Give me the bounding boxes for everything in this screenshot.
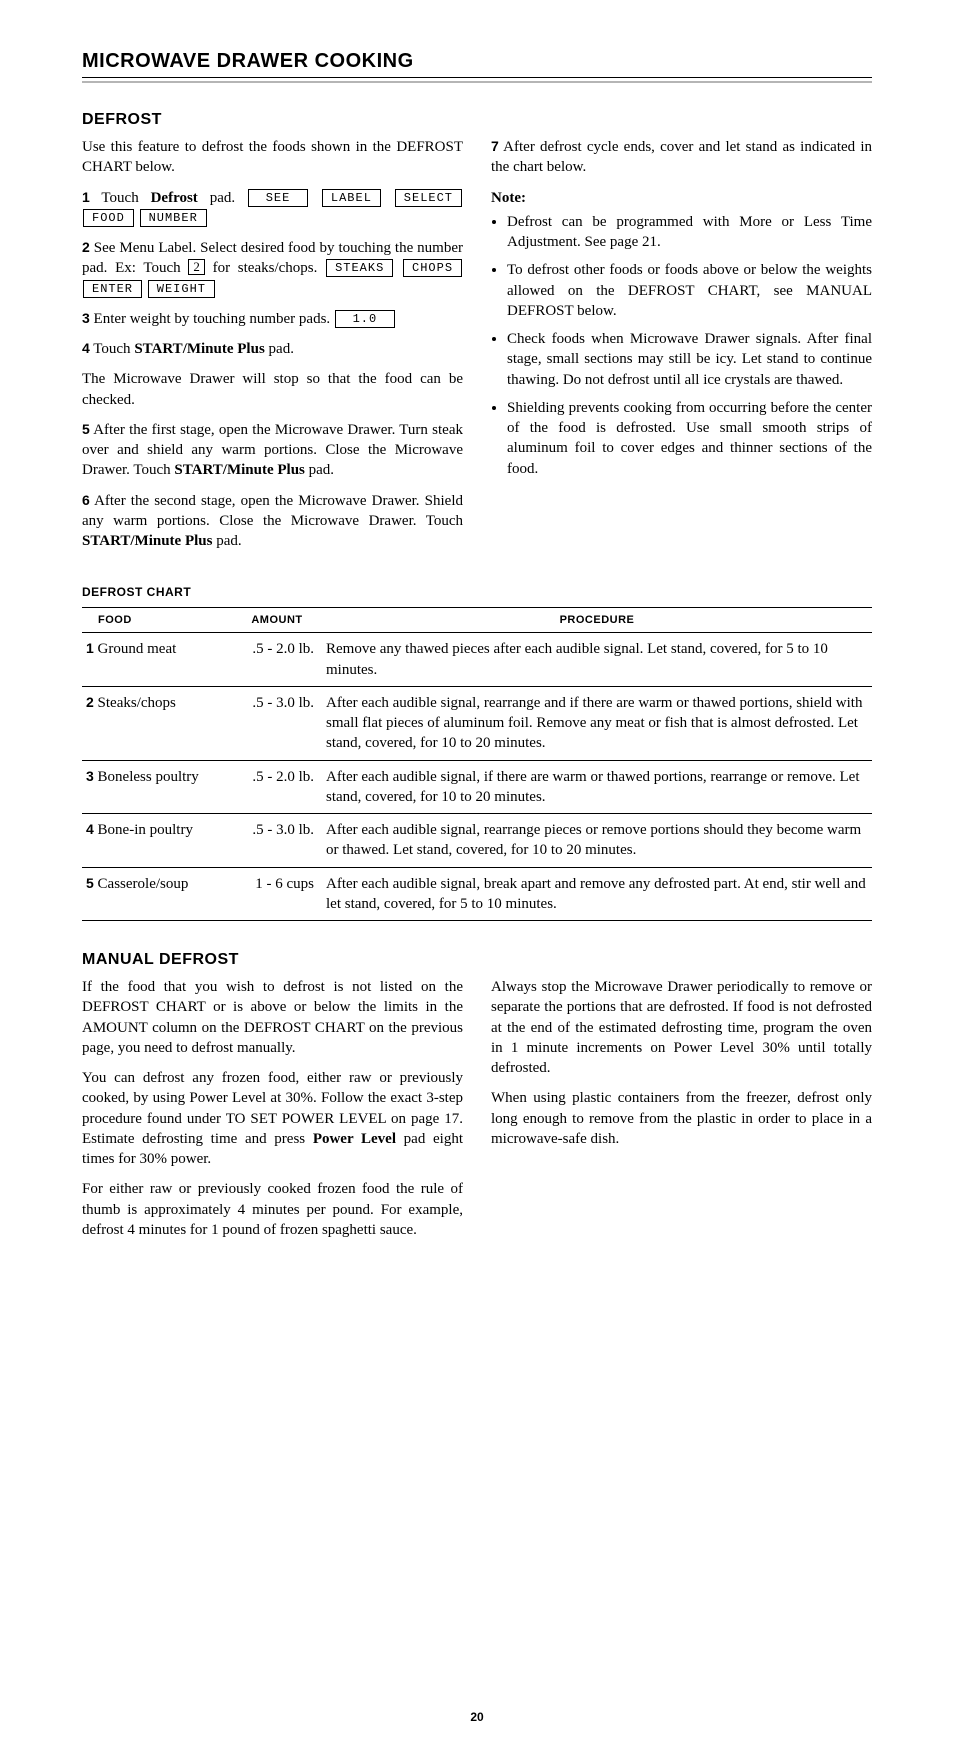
lcd-select: SELECT xyxy=(395,189,462,207)
row-procedure: After each audible signal, rearrange pie… xyxy=(322,814,872,868)
step-4: 4 Touch START/Minute Plus pad. xyxy=(82,339,463,359)
lcd-see: SEE xyxy=(248,189,308,207)
defrost-intro: Use this feature to defrost the foods sh… xyxy=(82,137,463,178)
lcd-label: LABEL xyxy=(322,189,381,207)
step-1: 1 Touch Defrost pad. SEE LABEL SELECT FO… xyxy=(82,188,463,229)
step-6-c: pad. xyxy=(212,533,241,549)
table-row: 4 Bone-in poultry .5 - 3.0 lb. After eac… xyxy=(82,814,872,868)
row-food: Bone-in poultry xyxy=(98,822,193,838)
manual-r-p1: Always stop the Microwave Drawer periodi… xyxy=(491,977,872,1078)
manual-p3: For either raw or previously cooked froz… xyxy=(82,1179,463,1240)
note-item: Shielding prevents cooking from occurrin… xyxy=(507,398,872,479)
step-4-b: START/Minute Plus xyxy=(134,341,264,357)
row-food: Steaks/chops xyxy=(98,695,176,711)
manual-p1: If the food that you wish to defrost is … xyxy=(82,977,463,1058)
row-procedure: After each audible signal, if there are … xyxy=(322,760,872,814)
step-7: 7 After defrost cycle ends, cover and le… xyxy=(491,137,872,178)
note-item: To defrost other foods or foods above or… xyxy=(507,260,872,321)
step-4-c: pad. xyxy=(265,341,294,357)
step-1-c: pad. xyxy=(198,190,235,206)
manual-heading: MANUAL DEFROST xyxy=(82,951,872,969)
step-2-num: 2 xyxy=(82,239,90,255)
lcd-chops: CHOPS xyxy=(403,259,462,277)
step-3-num: 3 xyxy=(82,310,90,326)
manual-p2: You can defrost any frozen food, either … xyxy=(82,1068,463,1169)
row-num: 1 xyxy=(86,640,94,656)
step-7-num: 7 xyxy=(491,138,499,154)
step-7-text: After defrost cycle ends, cover and let … xyxy=(491,139,872,175)
step-6: 6 After the second stage, open the Micro… xyxy=(82,491,463,552)
step-1-a: Touch xyxy=(101,190,150,206)
step-5-num: 5 xyxy=(82,421,90,437)
manual-p2b: Power Level xyxy=(313,1131,396,1147)
step-3: 3 Enter weight by touching number pads. … xyxy=(82,309,463,329)
step-2: 2 See Menu Label. Select desired food by… xyxy=(82,238,463,299)
step-1-num: 1 xyxy=(82,189,90,205)
lcd-number: NUMBER xyxy=(140,209,207,227)
row-num: 4 xyxy=(86,821,94,837)
step-6-num: 6 xyxy=(82,492,90,508)
step-5-b: START/Minute Plus xyxy=(174,462,304,478)
step-6-a: After the second stage, open the Microwa… xyxy=(82,493,463,529)
col-procedure: PROCEDURE xyxy=(322,608,872,633)
manual-r-p2: When using plastic containers from the f… xyxy=(491,1088,872,1149)
table-row: 3 Boneless poultry .5 - 2.0 lb. After ea… xyxy=(82,760,872,814)
col-food: FOOD xyxy=(82,608,232,633)
note-item: Check foods when Microwave Drawer signal… xyxy=(507,329,872,390)
note-item: Defrost can be programmed with More or L… xyxy=(507,212,872,253)
table-row: 2 Steaks/chops .5 - 3.0 lb. After each a… xyxy=(82,686,872,760)
row-amount: .5 - 2.0 lb. xyxy=(232,760,322,814)
step-1-b: Defrost xyxy=(151,190,198,206)
row-food: Boneless poultry xyxy=(98,769,199,785)
row-procedure: After each audible signal, break apart a… xyxy=(322,867,872,921)
notes-list: Defrost can be programmed with More or L… xyxy=(491,212,872,479)
step-3-text: Enter weight by touching number pads. xyxy=(94,311,331,327)
step-5-c: pad. xyxy=(305,462,334,478)
defrost-col-left: Use this feature to defrost the foods sh… xyxy=(82,137,463,561)
defrost-col-right: 7 After defrost cycle ends, cover and le… xyxy=(491,137,872,561)
row-food: Casserole/soup xyxy=(98,876,189,892)
row-amount: .5 - 3.0 lb. xyxy=(232,814,322,868)
page-title: MICROWAVE DRAWER COOKING xyxy=(82,50,872,78)
step-2-b: for steaks/chops. xyxy=(205,260,317,276)
chart-heading: DEFROST CHART xyxy=(82,585,872,599)
row-num: 5 xyxy=(86,875,94,891)
lcd-enter: ENTER xyxy=(83,280,142,298)
row-procedure: After each audible signal, rearrange and… xyxy=(322,686,872,760)
step-4-a: Touch xyxy=(93,341,134,357)
row-food: Ground meat xyxy=(98,641,177,657)
row-num: 2 xyxy=(86,694,94,710)
col-amount: AMOUNT xyxy=(232,608,322,633)
defrost-columns: Use this feature to defrost the foods sh… xyxy=(82,137,872,561)
row-num: 3 xyxy=(86,768,94,784)
step-4-num: 4 xyxy=(82,340,90,356)
step-5: 5 After the first stage, open the Microw… xyxy=(82,420,463,481)
step-4b: The Microwave Drawer will stop so that t… xyxy=(82,369,463,410)
row-amount: .5 - 2.0 lb. xyxy=(232,633,322,687)
title-underline xyxy=(82,81,872,83)
page-number: 20 xyxy=(82,1710,872,1724)
row-procedure: Remove any thawed pieces after each audi… xyxy=(322,633,872,687)
defrost-chart-table: FOOD AMOUNT PROCEDURE 1 Ground meat .5 -… xyxy=(82,607,872,921)
manual-columns: If the food that you wish to defrost is … xyxy=(82,977,872,1250)
row-amount: .5 - 3.0 lb. xyxy=(232,686,322,760)
lcd-1-0: 1.0 xyxy=(335,310,395,328)
manual-col-right: Always stop the Microwave Drawer periodi… xyxy=(491,977,872,1250)
table-row: 5 Casserole/soup 1 - 6 cups After each a… xyxy=(82,867,872,921)
table-row: 1 Ground meat .5 - 2.0 lb. Remove any th… xyxy=(82,633,872,687)
defrost-heading: DEFROST xyxy=(82,111,872,129)
note-label: Note: xyxy=(491,188,872,208)
step-6-b: START/Minute Plus xyxy=(82,533,212,549)
lcd-steaks: STEAKS xyxy=(326,259,393,277)
numbox-2: 2 xyxy=(188,259,205,275)
lcd-weight: WEIGHT xyxy=(148,280,215,298)
lcd-food: FOOD xyxy=(83,209,134,227)
row-amount: 1 - 6 cups xyxy=(232,867,322,921)
manual-col-left: If the food that you wish to defrost is … xyxy=(82,977,463,1250)
